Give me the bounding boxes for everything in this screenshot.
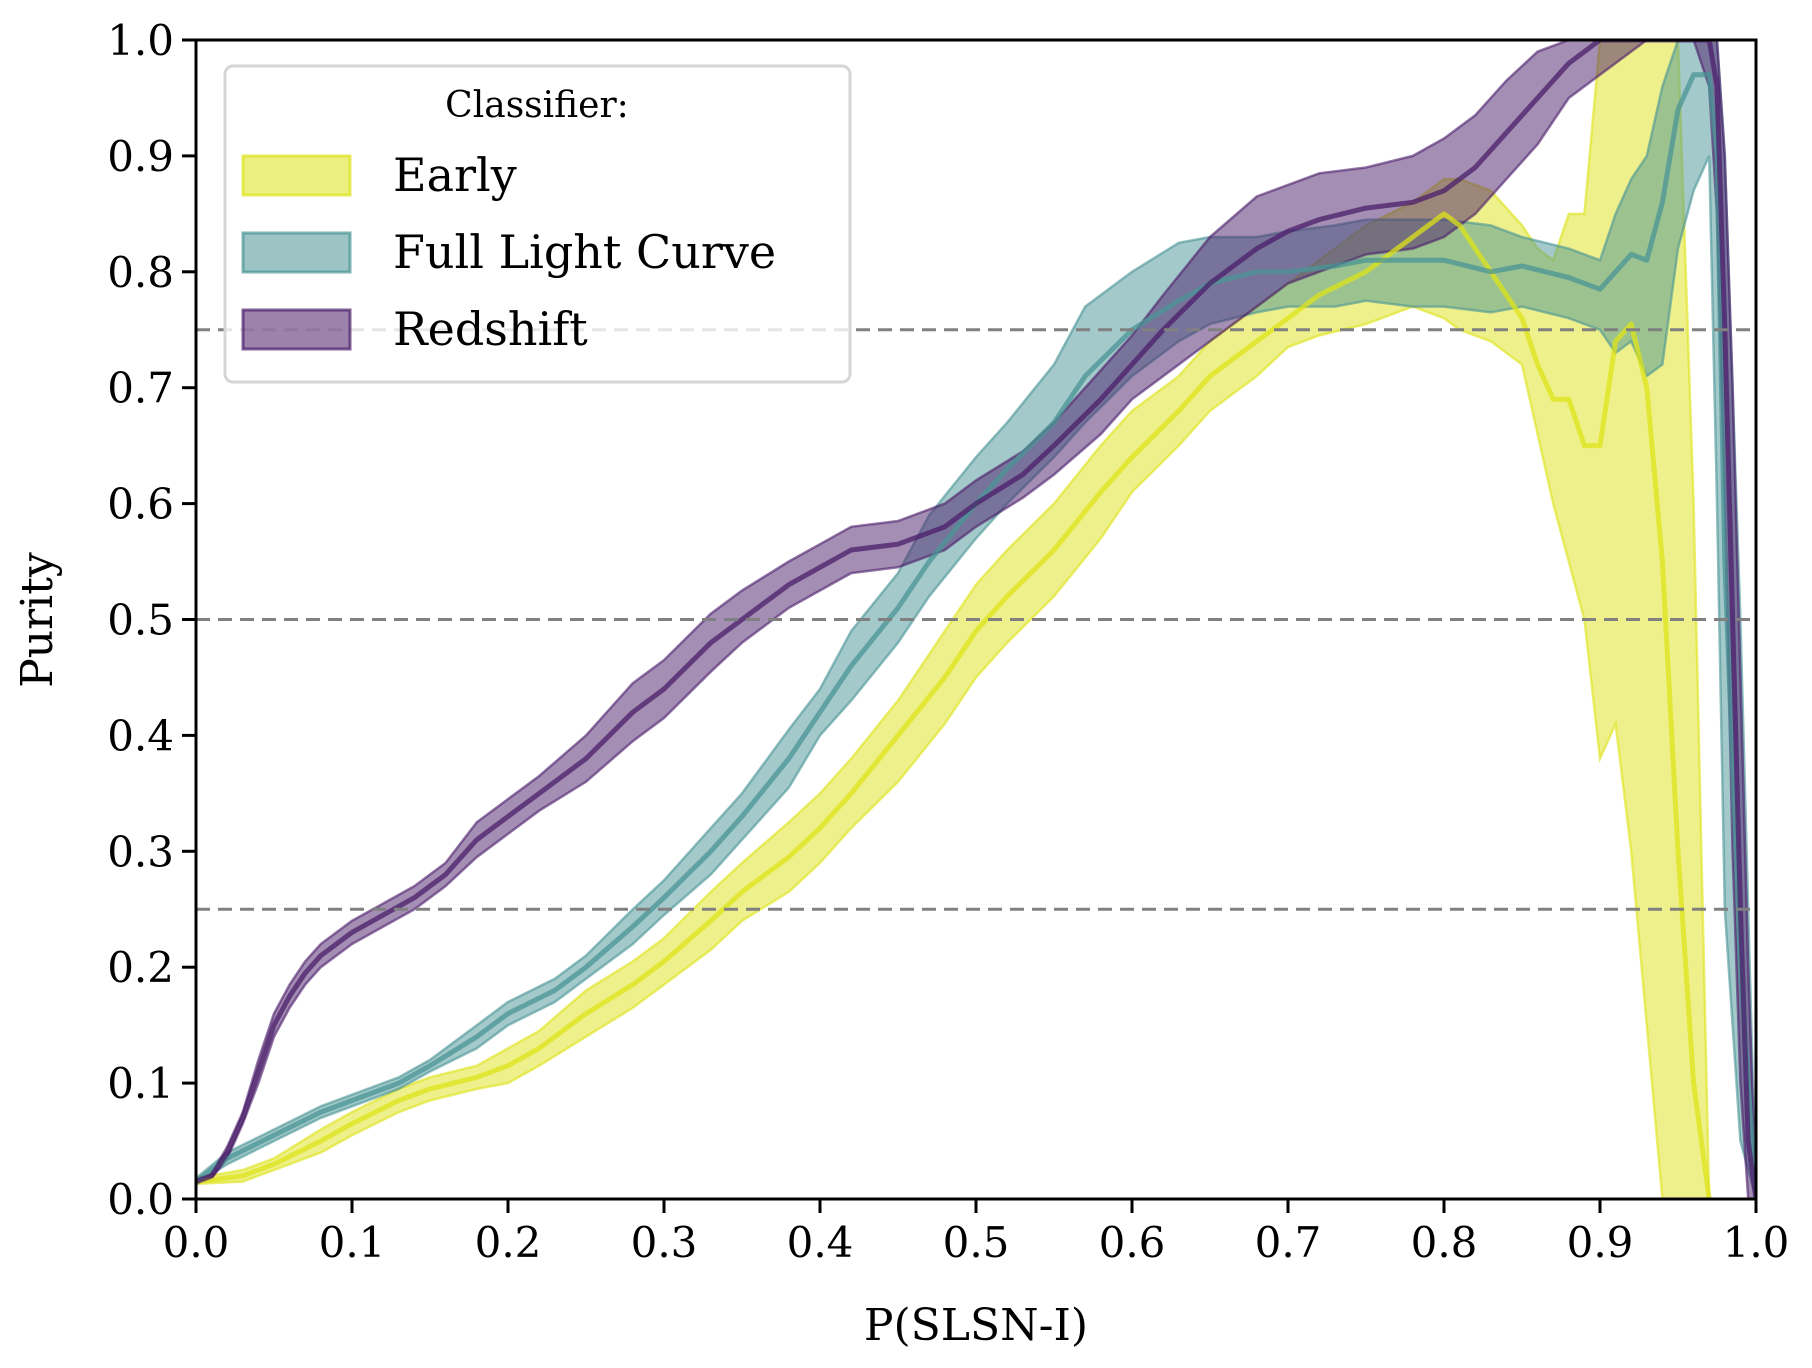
series-lines xyxy=(196,40,1756,1199)
legend: Classifier: Early Full Light Curve Redshif… xyxy=(223,64,852,384)
y-tick-label: 0.3 xyxy=(107,827,174,876)
y-tick-label: 0.8 xyxy=(107,248,174,297)
legend-title: Classifier: xyxy=(445,85,629,126)
y-tick-label: 1.0 xyxy=(107,16,174,65)
y-tick-label: 0.9 xyxy=(107,132,174,181)
legend-entry-early: Early xyxy=(241,148,517,202)
redshift-line xyxy=(196,40,1756,1199)
y-tick-label: 0.4 xyxy=(107,711,174,760)
x-tick-label: 0.9 xyxy=(1567,1218,1634,1267)
x-ticks: 0.0 0.1 0.2 0.3 0.4 0.5 0.6 0.7 0.8 0.9 1.0 xyxy=(163,1199,1790,1267)
y-tick-label: 0.2 xyxy=(107,943,174,992)
y-tick-label: 0.5 xyxy=(107,596,174,645)
x-tick-label: 0.0 xyxy=(163,1218,230,1267)
y-tick-label: 0.0 xyxy=(107,1175,174,1224)
legend-label: Early xyxy=(393,148,517,202)
x-tick-label: 1.0 xyxy=(1723,1218,1790,1267)
full-light-curve-line xyxy=(196,72,1756,1199)
legend-entry-redshift: Redshift xyxy=(241,302,588,356)
reference-lines xyxy=(196,328,1756,911)
legend-frame xyxy=(223,64,852,384)
redshift-band xyxy=(196,40,1756,1199)
y-tick-label: 0.7 xyxy=(107,364,174,413)
x-axis-label: P(SLSN-I) xyxy=(864,1300,1088,1351)
legend-swatch xyxy=(241,154,352,197)
legend-swatch xyxy=(241,231,352,274)
x-tick-label: 0.6 xyxy=(1099,1218,1166,1267)
legend-label: Redshift xyxy=(393,302,588,356)
early-line xyxy=(196,211,1712,1199)
x-tick-label: 0.1 xyxy=(319,1218,386,1267)
y-axis-label: Purity xyxy=(12,552,63,688)
legend-entry-full-light-curve: Full Light Curve xyxy=(241,225,776,279)
legend-entries: Early Full Light Curve Redshift xyxy=(241,148,776,356)
y-tick-label: 0.6 xyxy=(107,480,174,529)
y-tick-label: 0.1 xyxy=(107,1059,174,1108)
y-ticks: 0.0 0.1 0.2 0.3 0.4 0.5 0.6 0.7 0.8 0.9 1.0 xyxy=(107,16,196,1224)
x-tick-label: 0.5 xyxy=(943,1218,1010,1267)
x-tick-label: 0.3 xyxy=(631,1218,698,1267)
x-tick-label: 0.2 xyxy=(475,1218,542,1267)
x-tick-label: 0.4 xyxy=(787,1218,854,1267)
legend-swatch xyxy=(241,308,352,351)
legend-label: Full Light Curve xyxy=(393,225,776,279)
x-tick-label: 0.8 xyxy=(1411,1218,1478,1267)
x-tick-label: 0.7 xyxy=(1255,1218,1322,1267)
